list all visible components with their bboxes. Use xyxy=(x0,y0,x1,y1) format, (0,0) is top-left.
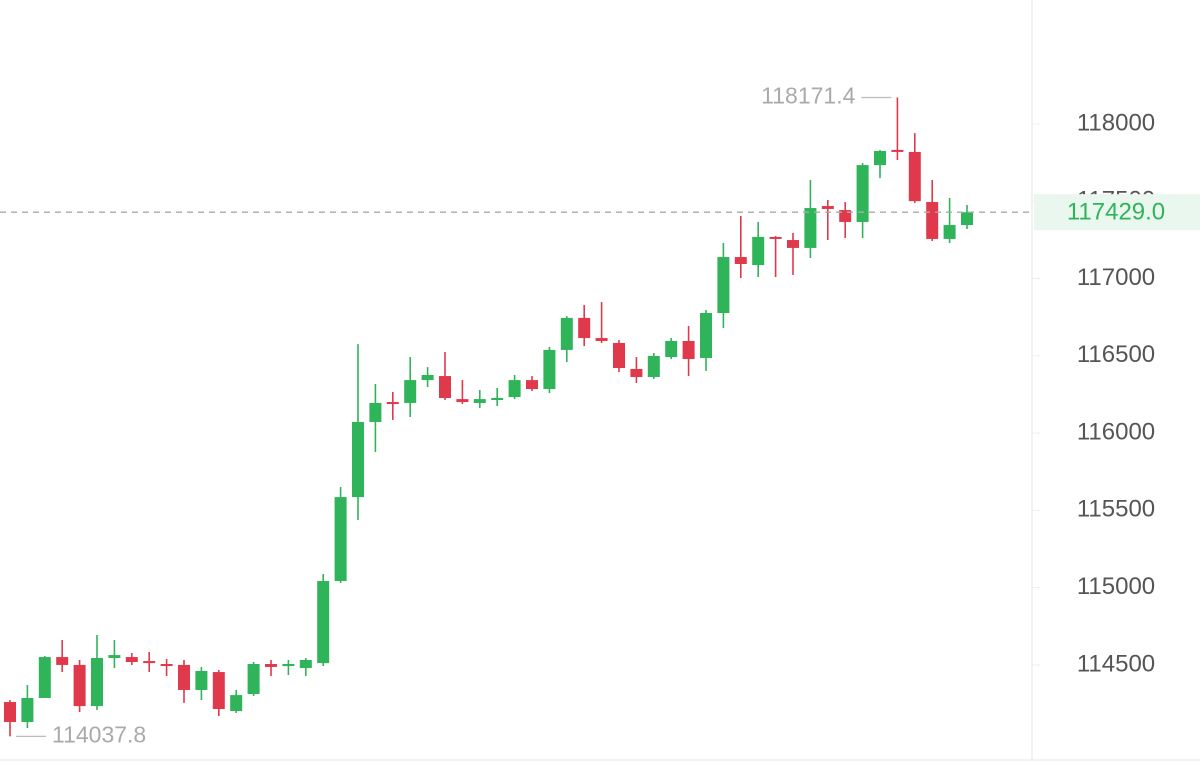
candle-body xyxy=(212,672,225,709)
candle-body xyxy=(265,664,277,667)
y-tick-label: 117000 xyxy=(1077,264,1155,291)
candle-body xyxy=(91,657,103,707)
candle-body xyxy=(578,317,591,339)
candle-body xyxy=(700,312,712,358)
candle-body xyxy=(473,399,486,403)
candle-body xyxy=(874,151,886,166)
candle-body xyxy=(908,151,921,202)
candle-body xyxy=(961,212,973,226)
candle-body xyxy=(282,664,295,667)
candle-body xyxy=(160,664,173,667)
candle-body xyxy=(613,342,625,369)
y-tick-label: 118000 xyxy=(1077,109,1155,136)
candle-body xyxy=(926,202,939,239)
candle-body xyxy=(856,165,869,222)
candle-body xyxy=(317,581,330,664)
candle-body xyxy=(456,399,469,403)
max-label: 118171.4 xyxy=(761,83,855,109)
candle-body xyxy=(734,257,747,264)
candle-body xyxy=(943,225,956,239)
candle-body xyxy=(839,210,852,222)
candle-body xyxy=(56,657,69,665)
y-tick-label: 115500 xyxy=(1077,496,1155,523)
min-label: 114037.8 xyxy=(52,721,146,747)
candle-body xyxy=(787,240,799,248)
candle-body xyxy=(125,657,138,663)
candle-body xyxy=(38,657,51,699)
candle-body xyxy=(334,497,347,582)
candle-body xyxy=(404,380,417,403)
candle-body xyxy=(299,659,312,669)
candle-body xyxy=(4,702,16,722)
y-tick-label: 115000 xyxy=(1077,573,1155,600)
candle-body xyxy=(439,376,451,399)
candle-body xyxy=(682,340,695,360)
candle-body xyxy=(143,661,156,664)
candle-body xyxy=(421,374,434,381)
candle-body xyxy=(195,670,208,690)
candle-body xyxy=(560,317,573,350)
y-tick-label: 116000 xyxy=(1077,418,1155,445)
candle-body xyxy=(630,368,643,377)
candle-body xyxy=(543,349,556,390)
current-price-box xyxy=(1034,194,1200,231)
candle-body xyxy=(386,402,399,405)
candle-body xyxy=(178,664,190,690)
candle-body xyxy=(891,149,904,152)
candle-body xyxy=(526,380,538,390)
candle-body xyxy=(665,340,678,358)
y-tick-label: 116500 xyxy=(1077,341,1155,368)
candle-body xyxy=(21,698,34,722)
candle-body xyxy=(247,664,260,695)
candle-body xyxy=(352,421,364,498)
candle-body xyxy=(230,695,243,712)
y-tick-label: 114500 xyxy=(1077,650,1155,677)
candle-body xyxy=(491,398,504,401)
candle-body xyxy=(717,257,730,313)
current-price-label: 117429.0 xyxy=(1067,199,1165,226)
candle-body xyxy=(821,206,834,209)
candle-body xyxy=(595,338,608,341)
candle-body xyxy=(769,236,782,239)
candle-body xyxy=(804,208,817,248)
candle-body xyxy=(369,402,382,422)
candle-body xyxy=(73,664,86,707)
candle-body xyxy=(508,380,521,398)
candle-body xyxy=(647,355,660,377)
candle-body xyxy=(752,236,765,266)
candle-body xyxy=(108,655,121,658)
